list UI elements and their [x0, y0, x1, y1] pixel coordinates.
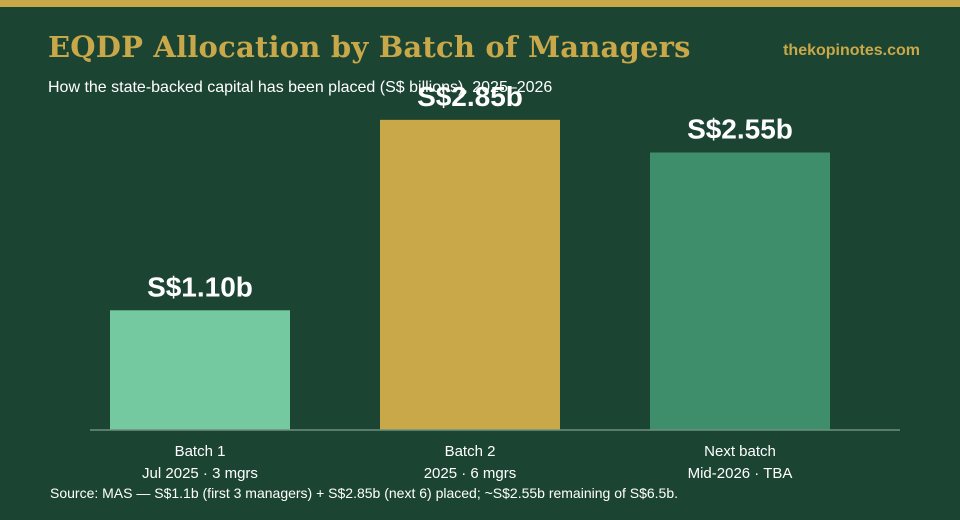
- brand-label: thekopinotes.com: [783, 42, 920, 59]
- category-label-1: Batch 1: [175, 443, 226, 460]
- bar-3: [650, 152, 830, 430]
- bar-1: [110, 310, 290, 430]
- top-accent-stripe: [0, 0, 960, 7]
- category-sublabel-1: Jul 2025 · 3 mgrs: [142, 465, 258, 482]
- category-sublabel-2: 2025 · 6 mgrs: [424, 465, 517, 482]
- chart-title: EQDP Allocation by Batch of Managers: [48, 30, 691, 64]
- category-sublabel-3: Mid-2026 · TBA: [688, 465, 793, 482]
- category-label-2: Batch 2: [445, 443, 496, 460]
- chart-subtitle: How the state-backed capital has been pl…: [48, 79, 553, 96]
- bar-2: [380, 119, 560, 431]
- value-label-1: S$1.10b: [147, 271, 253, 302]
- value-label-2: S$2.85b: [417, 81, 523, 112]
- value-label-3: S$2.55b: [687, 114, 793, 145]
- category-label-3: Next batch: [704, 443, 776, 460]
- source-note: Source: MAS — S$1.1b (first 3 managers) …: [50, 485, 679, 501]
